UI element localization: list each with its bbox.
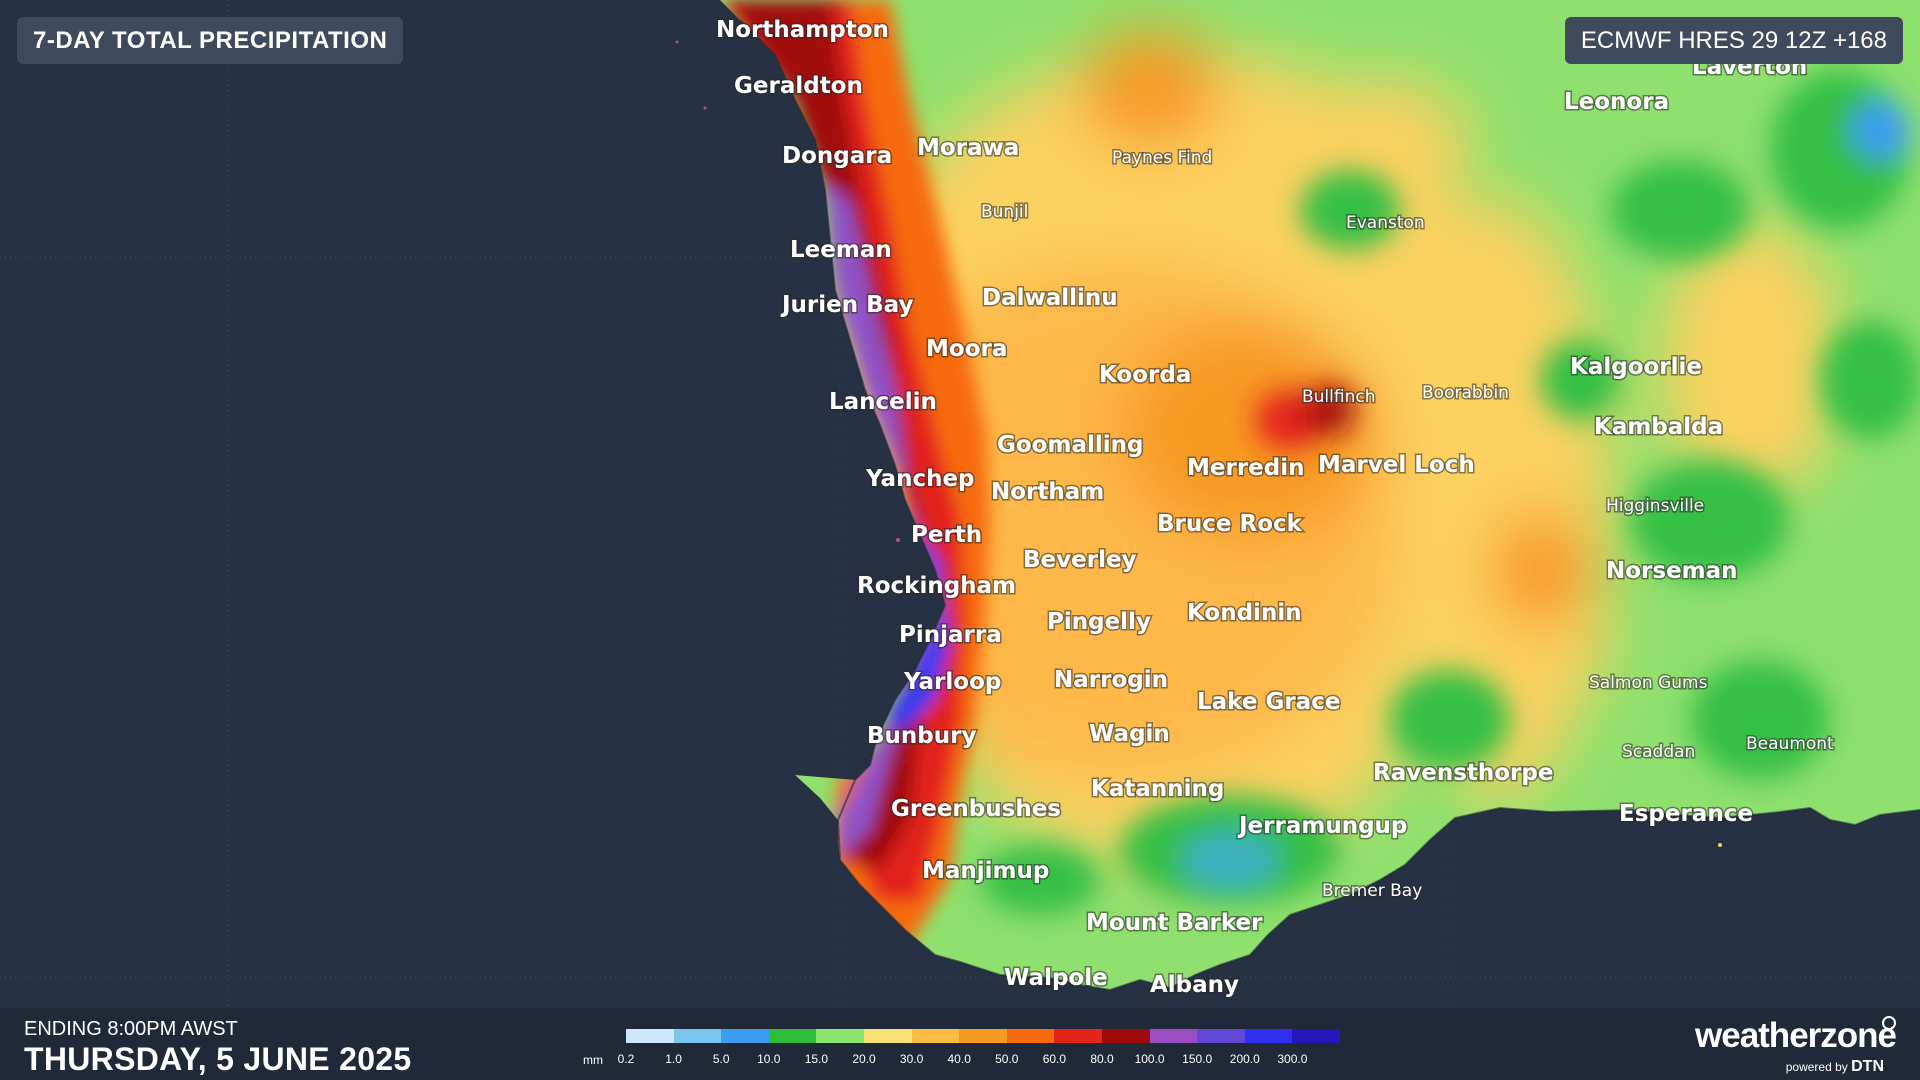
place-label-dalwallinu: Dalwallinu: [982, 285, 1118, 311]
coastline: [739, 19, 1920, 992]
place-label-koorda: Koorda: [1099, 362, 1191, 388]
legend-tick: 5.0: [712, 1052, 730, 1066]
weatherzone-logo: weatherzone: [1695, 1016, 1897, 1055]
map-title: 7-DAY TOTAL PRECIPITATION: [17, 17, 404, 64]
place-label-rockingham: Rockingham: [857, 573, 1016, 599]
place-label-ravensthorpe: Ravensthorpe: [1373, 760, 1553, 786]
legend-tick: 50.0: [995, 1052, 1019, 1066]
place-label-lake-grace: Lake Grace: [1197, 689, 1340, 715]
place-label-pinjarra: Pinjarra: [899, 622, 1002, 648]
ending-time-label: ENDING 8:00PM AWST: [24, 1018, 238, 1040]
legend-tick: 80.0: [1090, 1052, 1114, 1066]
legend-tick: 200.0: [1229, 1052, 1260, 1066]
legend-tick: 40.0: [947, 1052, 971, 1066]
place-label-merredin: Merredin: [1187, 455, 1305, 481]
legend-swatch: [721, 1029, 769, 1043]
place-label-bullfinch: Bullfinch: [1302, 387, 1376, 407]
place-label-pingelly: Pingelly: [1047, 609, 1151, 635]
place-label-greenbushes: Greenbushes: [891, 796, 1061, 822]
legend-swatch: [863, 1029, 912, 1043]
place-label-higginsville: Higginsville: [1606, 496, 1704, 516]
legend-swatch: [626, 1029, 674, 1043]
legend-swatch: [959, 1029, 1007, 1043]
place-label-esperance: Esperance: [1619, 801, 1753, 827]
legend-tick: 10.0: [757, 1052, 781, 1066]
powered-by-label: powered by: [1785, 1060, 1848, 1074]
place-label-boorabbin: Boorabbin: [1422, 383, 1509, 403]
legend-swatch: [1197, 1029, 1245, 1043]
dtn-logo: DTN: [1851, 1058, 1884, 1075]
legend-swatch: [673, 1029, 722, 1043]
place-label-walpole: Walpole: [1004, 965, 1108, 991]
place-label-bruce-rock: Bruce Rock: [1157, 511, 1303, 537]
place-label-paynes-find: Paynes Find: [1112, 148, 1212, 168]
legend-tick: 0.2: [617, 1052, 635, 1066]
place-label-yanchep: Yanchep: [865, 466, 975, 492]
legend-tick: 60.0: [1042, 1052, 1067, 1066]
place-label-kambalda: Kambalda: [1594, 414, 1723, 440]
place-label-wagin: Wagin: [1089, 721, 1170, 747]
place-label-moora: Moora: [926, 336, 1007, 362]
place-label-manjimup: Manjimup: [922, 858, 1049, 884]
place-label-lancelin: Lancelin: [829, 389, 937, 415]
legend-tick-labels: 0.2 1.0 5.0 10.0 15.0 20.0 30.0 40.0 50.0 60.0 80.…: [618, 1052, 1340, 1068]
legend-swatch: [1054, 1029, 1102, 1043]
forecast-date: THURSDAY, 5 JUNE 2025: [24, 1041, 412, 1077]
place-label-bremer-bay: Bremer Bay: [1322, 881, 1422, 901]
place-label-scaddan: Scaddan: [1622, 742, 1695, 762]
place-label-kondinin: Kondinin: [1187, 600, 1302, 626]
legend-tick: 20.0: [852, 1052, 876, 1066]
legend-swatch: [768, 1029, 817, 1043]
legend-swatch: [1149, 1029, 1198, 1043]
model-run-label: ECMWF HRES 29 12Z +168: [1564, 17, 1903, 64]
place-label-kalgoorlie: Kalgoorlie: [1570, 354, 1702, 380]
place-label-narrogin: Narrogin: [1054, 667, 1168, 693]
legend-swatch: [911, 1029, 960, 1043]
legend-tick: 300.0: [1277, 1052, 1308, 1066]
place-label-bunbury: Bunbury: [867, 723, 976, 749]
precipitation-legend: [626, 1029, 1340, 1043]
legend-tick: 15.0: [804, 1052, 829, 1066]
logo-ring-icon: [1882, 1016, 1896, 1030]
place-label-albany: Albany: [1150, 972, 1239, 998]
legend-tick: 150.0: [1182, 1052, 1213, 1066]
place-label-norseman: Norseman: [1606, 558, 1738, 584]
place-label-geraldton: Geraldton: [734, 73, 863, 99]
footer-bar: ENDING 8:00PM AWST THURSDAY, 5 JUNE 2025…: [0, 1008, 1920, 1080]
island-markers: [675, 40, 1722, 847]
legend-unit: mm: [583, 1053, 603, 1067]
place-label-perth: Perth: [911, 522, 982, 548]
place-label-bunjil: Bunjil: [981, 202, 1028, 222]
legend-tick: 1.0: [665, 1052, 682, 1066]
place-label-leonora: Leonora: [1564, 89, 1669, 115]
place-label-jerramungup: Jerramungup: [1237, 813, 1407, 839]
place-labels: Northampton Geraldton Dongara Morawa Pay…: [715, 16, 1836, 1000]
legend-tick: 100.0: [1134, 1052, 1165, 1066]
place-label-jurien-bay: Jurien Bay: [780, 292, 913, 318]
place-label-marvel-loch: Marvel Loch: [1318, 452, 1475, 478]
legend-swatch: [816, 1029, 864, 1043]
powered-by-dtn: powered by DTN: [1786, 1058, 1884, 1076]
place-label-salmon-gums: Salmon Gums: [1589, 673, 1708, 693]
place-label-mount-barker: Mount Barker: [1086, 910, 1263, 936]
place-label-northampton: Northampton: [716, 17, 889, 43]
place-label-goomalling: Goomalling: [997, 432, 1143, 458]
place-label-morawa: Morawa: [917, 135, 1019, 161]
place-label-beaumont: Beaumont: [1746, 734, 1834, 754]
legend-tick: 30.0: [899, 1052, 924, 1066]
place-label-dongara: Dongara: [782, 143, 892, 169]
legend-swatch: [1292, 1029, 1340, 1043]
legend-swatch: [1101, 1029, 1150, 1043]
place-label-evanston: Evanston: [1346, 213, 1425, 233]
place-label-northam: Northam: [991, 479, 1104, 505]
legend-swatch: [1006, 1029, 1055, 1043]
place-label-beverley: Beverley: [1023, 547, 1137, 573]
place-label-katanning: Katanning: [1091, 776, 1224, 802]
precipitation-field: [720, 0, 1920, 990]
place-label-yarloop: Yarloop: [903, 669, 1001, 695]
legend-swatch: [1244, 1029, 1293, 1043]
place-label-leeman: Leeman: [790, 237, 892, 263]
